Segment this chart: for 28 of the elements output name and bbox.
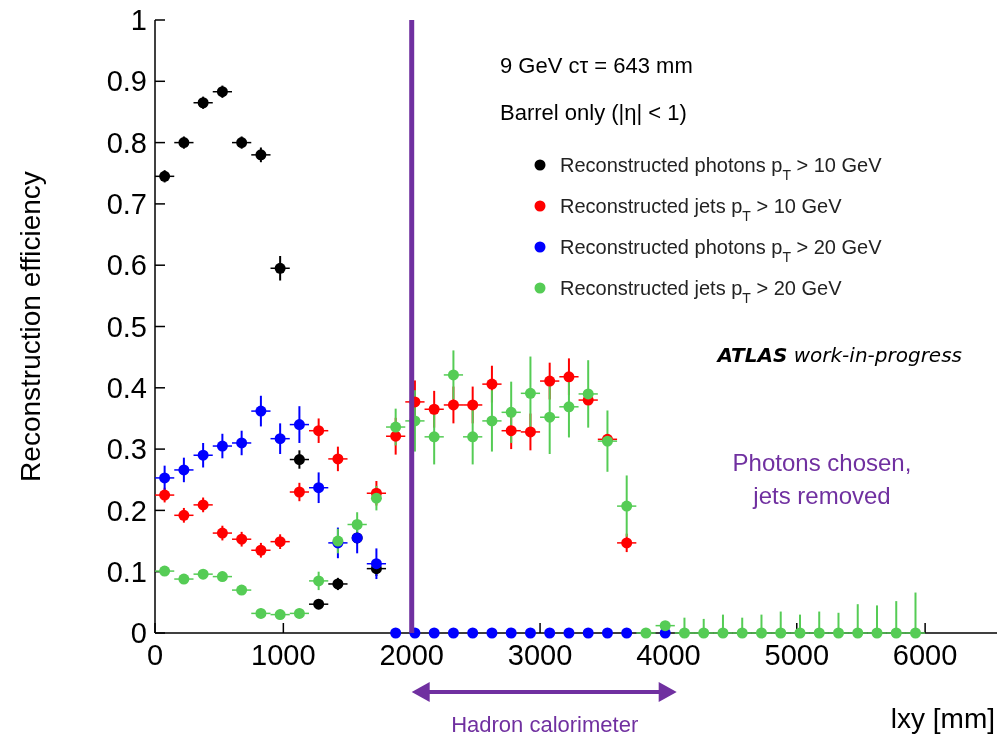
y-axis-title: Reconstruction efficiency [15,171,46,482]
x-tick-label: 2000 [379,639,444,671]
y-tick-label: 0.4 [106,371,147,404]
annotation: Barrel only (|η| < 1) [500,100,687,125]
legend-label: Reconstructed photons p$_{T}$ > 20 GeV [560,236,883,265]
annotation: Photons chosen, jets removed [732,449,912,509]
y-tick-label: 0.7 [106,188,147,221]
legend-label: Reconstructed jets p$_{T}$ > 20 GeV [560,277,843,306]
y-tick-label: 0.5 [106,310,147,343]
legend-label: Reconstructed photons p$_{T}$ > 10 GeV [560,154,883,183]
y-tick-label: 0.9 [106,65,147,98]
x-tick-label: 6000 [892,639,958,671]
annotation: 9 GeV cτ = 643 mm [500,53,693,78]
y-tick-label: 1 [130,4,147,37]
text: Hadron calorimeter [451,712,639,737]
legend-label: Reconstructed jets p$_{T}$ > 10 GeV [560,195,843,224]
y-tick-label: 0.8 [106,126,147,159]
x-tick-label: 4000 [636,639,701,671]
annotation: ATLAS work-in-progress [715,343,962,367]
x-tick-label: 1000 [251,639,316,671]
x-tick-label: 5000 [764,639,830,671]
y-tick-label: 0.3 [106,433,147,466]
x-axis-title: lxy [mm] [890,703,995,734]
y-tick-label: 0.2 [106,494,147,527]
y-tick-label: 0.1 [106,555,147,588]
x-tick-label: 3000 [507,639,573,671]
y-tick-label: 0.6 [106,249,147,282]
y-tick-label: 0 [130,617,147,650]
